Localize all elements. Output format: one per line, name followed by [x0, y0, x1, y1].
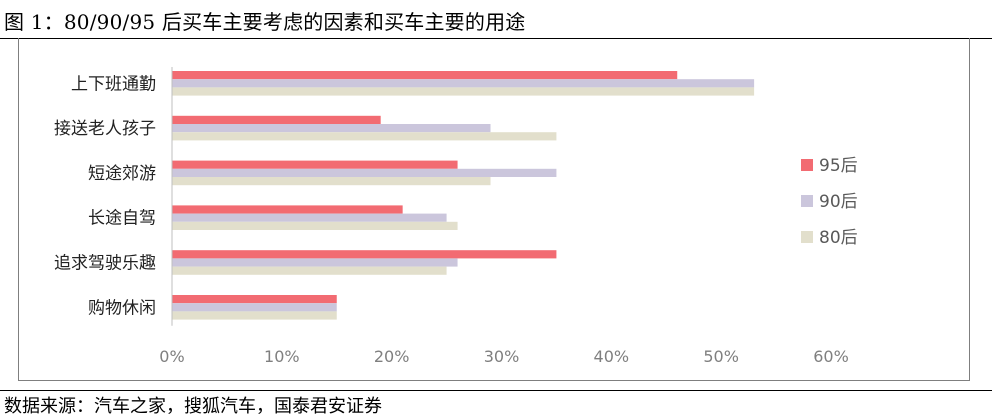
title-rule — [0, 38, 992, 39]
bar-3-95后 — [172, 160, 458, 169]
x-tick-labels: 0% 10% 20% 30% 40% 50% 60% — [159, 347, 848, 366]
legend-swatch — [801, 159, 813, 171]
category-label: 追求驾驶乐趣 — [54, 254, 156, 274]
category-label: 短途郊游 — [88, 164, 156, 184]
bar-6-90后 — [172, 303, 337, 312]
legend-swatch — [801, 231, 813, 243]
x-tick-label: 10% — [264, 347, 300, 366]
source-note: 数据来源：汽车之家，搜狐汽车，国泰君安证券 — [4, 396, 382, 417]
bar-1-95后 — [172, 71, 678, 80]
x-tick-label: 40% — [594, 347, 630, 366]
figure-title: 图 1：80/90/95 后买车主要考虑的因素和买车主要的用途 — [4, 10, 526, 34]
legend: 95后 90后 80后 — [801, 156, 858, 248]
bar-2-95后 — [172, 115, 381, 124]
source-rule — [0, 390, 992, 391]
x-tick-label: 20% — [374, 347, 410, 366]
legend-label: 90后 — [819, 192, 858, 212]
category-label: 上下班通勤 — [71, 74, 156, 94]
bar-1-80后 — [172, 87, 755, 96]
legend-label: 95后 — [819, 156, 858, 176]
category-label: 接送老人孩子 — [54, 119, 156, 139]
category-label: 购物休闲 — [88, 298, 156, 318]
bar-1-90后 — [172, 79, 755, 88]
chart-frame — [18, 38, 970, 381]
bar-5-80后 — [172, 266, 447, 275]
bar-4-95后 — [172, 205, 403, 214]
legend-swatch — [801, 195, 813, 207]
bar-5-90后 — [172, 258, 458, 267]
bar-4-80后 — [172, 221, 458, 230]
bar-6-95后 — [172, 295, 337, 304]
bars-group — [172, 71, 755, 320]
legend-label: 80后 — [819, 228, 858, 248]
bar-6-80后 — [172, 311, 337, 320]
x-tick-label: 50% — [703, 347, 739, 366]
bar-3-80后 — [172, 177, 491, 186]
x-tick-label: 0% — [159, 347, 184, 366]
x-tick-label: 30% — [484, 347, 520, 366]
category-label: 长途自驾 — [88, 209, 156, 229]
bar-2-80后 — [172, 132, 557, 141]
bar-2-90后 — [172, 124, 491, 133]
bar-5-95后 — [172, 250, 557, 259]
bar-4-90后 — [172, 213, 447, 222]
x-tick-label: 60% — [813, 347, 849, 366]
bar-3-90后 — [172, 168, 557, 177]
